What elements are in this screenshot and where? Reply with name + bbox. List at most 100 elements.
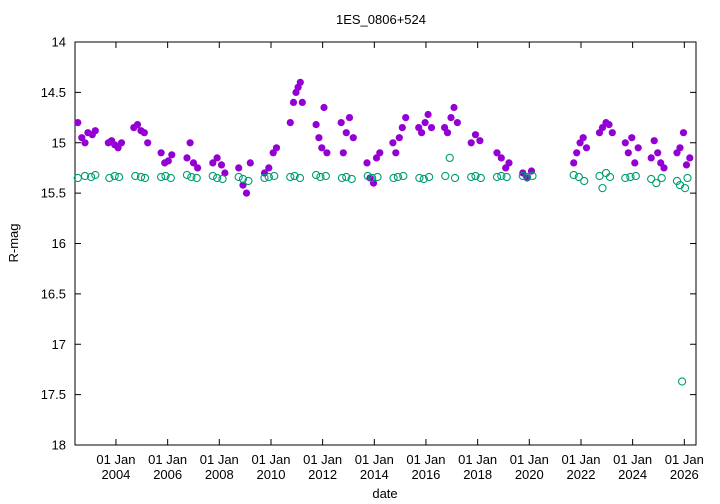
data-point <box>183 154 191 162</box>
data-point <box>471 131 480 139</box>
data-point <box>476 173 485 183</box>
x-tick-year: 2004 <box>101 467 130 482</box>
data-point <box>518 171 527 181</box>
x-tick-year: 2020 <box>515 467 544 482</box>
y-tick-label: 16.5 <box>41 286 66 301</box>
data-point <box>450 103 458 112</box>
data-point <box>187 172 196 182</box>
data-point <box>164 157 172 165</box>
data-point <box>601 168 611 178</box>
data-points <box>73 78 694 386</box>
data-point <box>367 173 377 183</box>
data-point <box>467 139 475 147</box>
data-point <box>156 172 166 182</box>
data-point <box>339 149 347 157</box>
data-point <box>497 171 506 181</box>
data-point <box>424 110 432 119</box>
data-point <box>295 173 305 183</box>
x-tick-year: 2012 <box>308 467 337 482</box>
data-point <box>595 171 604 181</box>
data-point <box>419 174 428 184</box>
data-point <box>443 129 452 137</box>
data-point <box>131 171 140 181</box>
data-point <box>424 172 434 182</box>
data-point <box>81 139 89 147</box>
x-tick-year: 2016 <box>411 467 440 482</box>
data-point <box>296 78 304 86</box>
data-point <box>363 171 372 181</box>
data-point <box>522 172 532 182</box>
data-point <box>418 129 426 137</box>
data-point <box>186 139 194 147</box>
data-point <box>105 173 114 183</box>
y-tick-label: 14 <box>52 35 66 50</box>
data-point <box>686 154 694 162</box>
data-point <box>221 169 229 177</box>
data-point <box>631 159 639 167</box>
data-point <box>608 129 616 137</box>
data-point <box>598 124 607 132</box>
y-tick-label: 18 <box>52 438 66 453</box>
data-point <box>218 174 227 184</box>
data-point <box>654 149 662 157</box>
x-tick-label: 01 Jan <box>303 452 342 467</box>
data-point <box>209 159 217 167</box>
data-point <box>166 173 175 183</box>
data-point <box>624 149 632 157</box>
data-point <box>91 127 99 135</box>
data-point <box>650 137 658 145</box>
data-point <box>447 114 455 122</box>
data-point <box>246 159 254 167</box>
data-point <box>91 170 100 180</box>
data-point <box>389 139 397 147</box>
data-point <box>679 129 688 137</box>
data-point <box>492 172 502 182</box>
data-point <box>505 159 513 167</box>
x-tick-year: 2008 <box>205 467 234 482</box>
y-axis-title: R-mag <box>6 223 21 262</box>
data-point <box>652 178 661 188</box>
y-axis: 14 14.5 15 15.5 16 16.5 17 17.5 18 <box>41 35 696 453</box>
data-point <box>373 172 382 182</box>
x-tick-label: 01 Jan <box>458 452 497 467</box>
data-point <box>323 149 331 157</box>
data-point <box>395 134 403 142</box>
data-point <box>682 161 691 169</box>
x-tick-year: 2014 <box>360 467 389 482</box>
data-point <box>316 172 325 182</box>
data-point <box>110 171 119 181</box>
data-point <box>574 172 583 182</box>
data-point <box>342 172 351 182</box>
data-point <box>182 170 192 180</box>
data-point <box>270 171 279 181</box>
data-point <box>372 154 381 162</box>
data-point <box>376 149 384 157</box>
data-point <box>239 181 247 189</box>
y-tick-label: 17 <box>52 337 66 352</box>
data-point <box>86 172 96 182</box>
data-point <box>680 183 690 193</box>
data-point <box>579 134 587 142</box>
x-tick-label: 01 Jan <box>561 452 600 467</box>
data-point <box>626 172 635 182</box>
data-point <box>161 171 170 181</box>
data-point <box>683 173 692 183</box>
data-point <box>605 121 613 129</box>
data-point <box>415 173 424 183</box>
x-tick-year: 2022 <box>567 467 596 482</box>
data-point <box>238 174 248 184</box>
data-point <box>217 161 226 169</box>
data-point <box>168 151 176 159</box>
data-point <box>493 149 501 157</box>
data-point <box>476 137 484 145</box>
data-point <box>445 153 454 163</box>
x-tick-label: 01 Jan <box>96 452 135 467</box>
data-point <box>235 164 243 172</box>
x-tick-year: 2018 <box>463 467 492 482</box>
data-point <box>467 172 476 182</box>
data-point <box>605 172 615 182</box>
data-point <box>657 173 666 183</box>
data-point <box>80 171 90 181</box>
data-point <box>621 173 630 183</box>
